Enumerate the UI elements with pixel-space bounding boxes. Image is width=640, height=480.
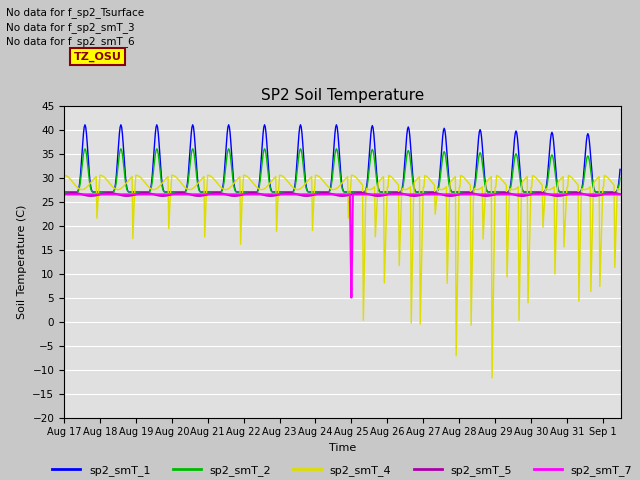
Y-axis label: Soil Temperature (C): Soil Temperature (C) [17, 204, 27, 319]
Text: No data for f_sp2_Tsurface: No data for f_sp2_Tsurface [6, 7, 145, 18]
Title: SP2 Soil Temperature: SP2 Soil Temperature [260, 88, 424, 103]
X-axis label: Time: Time [329, 443, 356, 453]
Text: TZ_OSU: TZ_OSU [74, 51, 122, 61]
Text: No data for f_sp2_smT_3: No data for f_sp2_smT_3 [6, 22, 135, 33]
Text: No data for f_sp2_smT_6: No data for f_sp2_smT_6 [6, 36, 135, 47]
Legend: sp2_smT_1, sp2_smT_2, sp2_smT_4, sp2_smT_5, sp2_smT_7: sp2_smT_1, sp2_smT_2, sp2_smT_4, sp2_smT… [48, 461, 637, 480]
